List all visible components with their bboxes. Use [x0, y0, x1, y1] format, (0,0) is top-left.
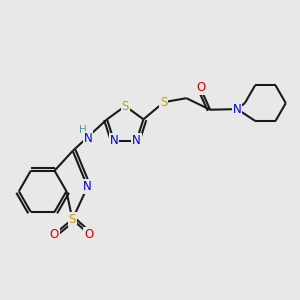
Text: S: S: [122, 100, 129, 112]
Text: N: N: [233, 103, 242, 116]
Text: N: N: [84, 132, 92, 145]
Text: O: O: [84, 228, 94, 241]
Text: O: O: [196, 81, 206, 94]
Text: H: H: [79, 125, 87, 135]
Text: S: S: [69, 213, 76, 226]
Text: S: S: [160, 96, 168, 109]
Text: N: N: [132, 134, 141, 147]
Text: N: N: [110, 134, 118, 147]
Text: N: N: [83, 180, 92, 193]
Text: O: O: [50, 228, 59, 241]
